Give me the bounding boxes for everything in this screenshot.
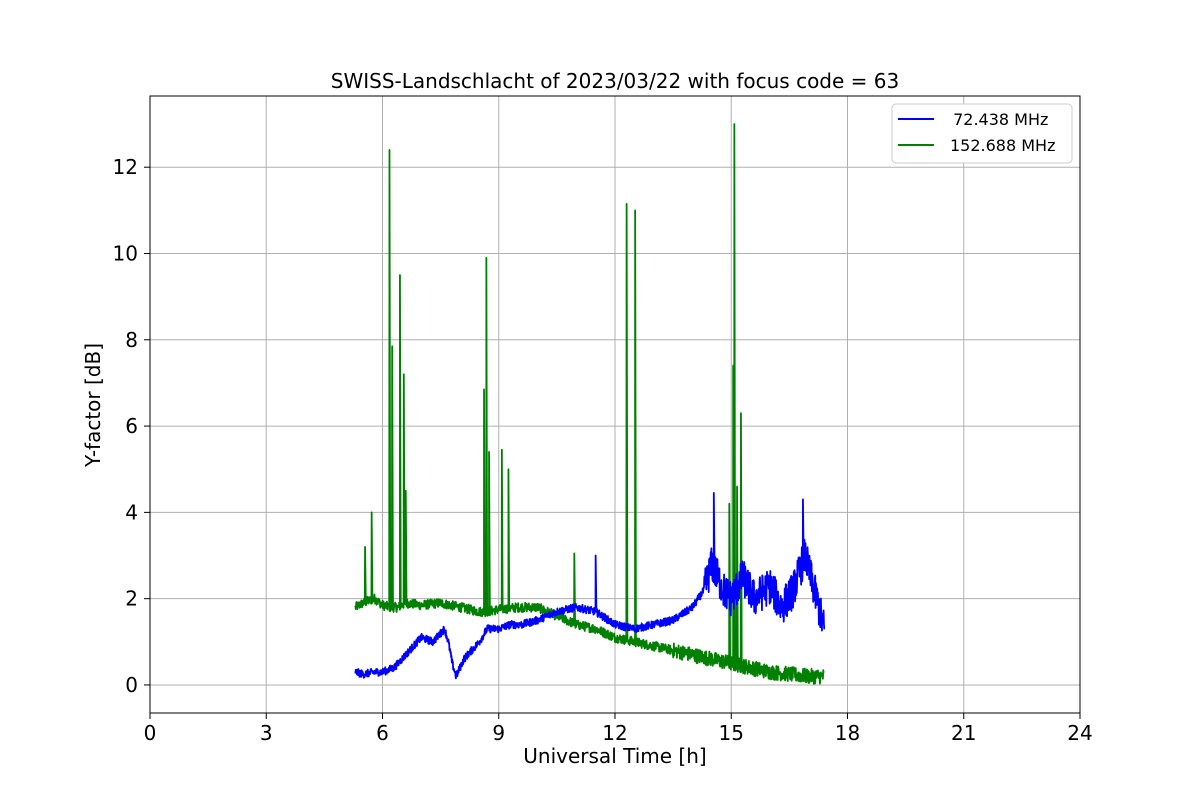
y-tick-label: 2 [125, 587, 138, 611]
y-tick-label: 10 [113, 241, 138, 265]
series-layer [354, 123, 826, 685]
y-tick-label: 0 [125, 673, 138, 697]
series-line-152mhz [354, 123, 825, 685]
x-tick-label: 9 [492, 721, 505, 745]
series-line-72mhz [354, 492, 826, 680]
y-tick-label: 8 [125, 328, 138, 352]
x-tick-label: 0 [144, 721, 157, 745]
legend-label-152mhz: 152.688 MHz [950, 136, 1055, 155]
y-tick-label: 4 [125, 500, 138, 524]
x-tick-label: 24 [1067, 721, 1092, 745]
x-tick-label: 21 [951, 721, 976, 745]
y-tick-label: 6 [125, 414, 138, 438]
x-tick-label: 15 [719, 721, 744, 745]
y-tick-label: 12 [113, 155, 138, 179]
x-tick-label: 3 [260, 721, 273, 745]
x-axis-ticks: 0 3 6 9 12 15 18 21 24 [144, 713, 1093, 745]
legend: 72.438 MHz 152.688 MHz [891, 103, 1073, 164]
x-axis-label: Universal Time [h] [523, 744, 706, 768]
x-tick-label: 6 [376, 721, 389, 745]
legend-box [891, 103, 1073, 164]
y-axis-ticks: 0 2 4 6 8 10 12 [113, 155, 150, 697]
legend-label-72mhz: 72.438 MHz [948, 110, 1048, 129]
chart-title: SWISS-Landschlacht of 2023/03/22 with fo… [331, 69, 899, 93]
x-tick-label: 18 [835, 721, 860, 745]
y-axis-label: Y-factor [dB] [81, 343, 105, 468]
x-tick-label: 12 [602, 721, 627, 745]
